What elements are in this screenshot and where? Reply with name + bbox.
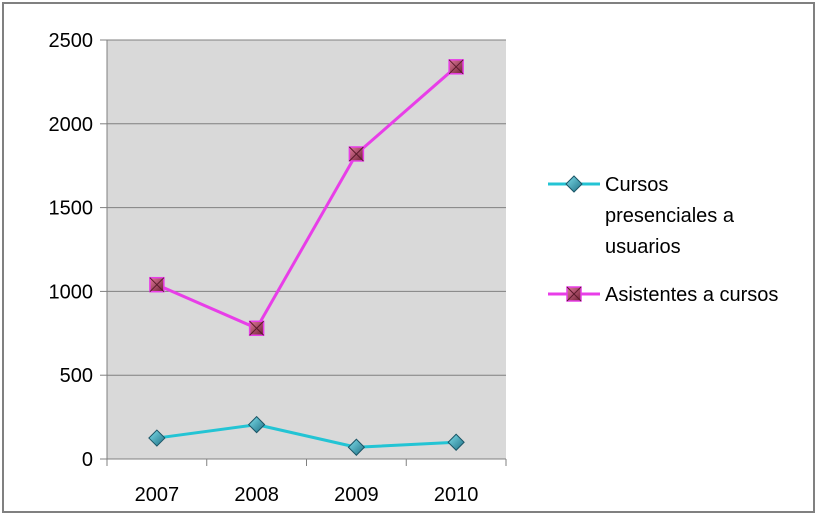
y-tick-label: 2500 <box>49 30 94 52</box>
data-point <box>448 59 464 75</box>
data-point <box>248 320 265 337</box>
square-marker-diagonal <box>249 320 264 336</box>
data-point <box>347 438 366 456</box>
data-point <box>247 415 266 434</box>
legend-marker <box>566 286 582 302</box>
legend-label: presenciales a <box>605 205 735 227</box>
legend-label: Asistentes a cursos <box>605 284 778 306</box>
square-marker-diagonal <box>349 146 364 162</box>
series <box>148 59 465 456</box>
legend-entry: Cursos presenciales a usuarios <box>548 174 735 258</box>
legend-label: usuarios <box>605 236 681 258</box>
y-tick-label: 1500 <box>49 198 94 220</box>
square-marker-diagonal <box>149 277 165 293</box>
series-line <box>156 65 458 330</box>
legend: Cursos presenciales a usuarios Asistentes a… <box>548 174 778 306</box>
series-asistentes <box>149 59 464 337</box>
square-marker-diagonal <box>566 286 582 302</box>
series-cursos-presenciales <box>148 415 465 456</box>
legend-label: Cursos <box>605 174 668 196</box>
y-tick-label: 2000 <box>49 114 94 136</box>
x-tick-label: 2010 <box>434 484 479 506</box>
y-tick-label: 500 <box>60 365 93 387</box>
data-point <box>149 276 165 293</box>
x-tick-label: 2009 <box>334 484 379 506</box>
data-point <box>348 146 365 162</box>
legend-entry: Asistentes a cursos <box>548 284 778 306</box>
legend-marker <box>565 175 583 193</box>
data-point <box>447 433 465 451</box>
y-tick-label: 0 <box>82 449 93 471</box>
data-point <box>148 429 166 447</box>
square-marker-diagonal <box>448 59 464 75</box>
series-line <box>156 423 457 449</box>
y-tick-label: 1000 <box>49 281 94 303</box>
x-tick-label: 2008 <box>234 484 279 506</box>
axes: 0 500 1000 1500 2000 2500 2007 2008 2009 2010 <box>49 30 507 506</box>
plot-area <box>107 40 506 459</box>
x-tick-label: 2007 <box>135 484 180 506</box>
